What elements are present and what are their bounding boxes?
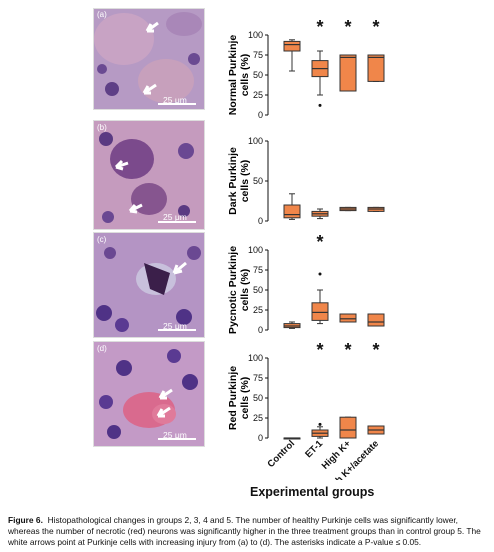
caption-label: Figure 6. (8, 515, 43, 525)
box (283, 40, 301, 52)
outlier-point (318, 422, 322, 426)
y-axis-label-line: cells (%) (239, 269, 251, 312)
significance-asterisk: * (344, 340, 351, 360)
scale-label-c: 25 μm (163, 321, 187, 331)
y-tick-label: 75 (253, 50, 263, 60)
y-tick-label: 100 (248, 136, 263, 146)
y-tick-label: 0 (258, 216, 263, 226)
y-tick-label: 50 (253, 393, 263, 403)
caption-text: Histopathological changes in groups 2, 3… (8, 515, 481, 547)
box (283, 204, 301, 219)
y-tick-label: 100 (248, 30, 263, 40)
micrograph-d (93, 341, 205, 447)
x-category-label: ET-1 (303, 438, 325, 460)
y-tick-label: 75 (253, 265, 263, 275)
y-axis-label-line: Pycnotic Purkinje (227, 246, 239, 334)
box (339, 54, 357, 92)
panel-letter-b: (b) (97, 123, 107, 132)
box (367, 54, 385, 82)
y-tick-label: 75 (253, 373, 263, 383)
y-axis-label-line: cells (%) (239, 377, 251, 420)
box (311, 302, 329, 321)
panel-letter-a: (a) (97, 10, 107, 19)
y-tick-label: 50 (253, 70, 263, 80)
y-axis-label: Dark Purkinje cells (%) (227, 147, 251, 215)
panel-letter-c: (c) (97, 235, 107, 244)
y-tick-label: 0 (258, 110, 263, 120)
box (367, 313, 385, 327)
x-axis-title: Experimental groups (250, 485, 375, 499)
significance-asterisk: * (372, 17, 379, 37)
y-axis-label-line: Dark Purkinje (227, 147, 239, 215)
y-axis-label-line: Normal Purkinje (227, 35, 239, 116)
y-axis-label-line: cells (%) (239, 160, 251, 203)
significance-asterisk: * (372, 340, 379, 360)
y-tick-label: 50 (253, 285, 263, 295)
panel-letter-d: (d) (97, 344, 107, 353)
outlier-point (318, 103, 322, 107)
box (339, 416, 357, 439)
scale-label-b: 25 μm (163, 212, 187, 222)
y-axis-label: Pycnotic Purkinje cells (%) (227, 246, 251, 334)
significance-asterisk: * (316, 232, 323, 252)
y-tick-label: 50 (253, 176, 263, 186)
micrograph-a (93, 8, 205, 110)
y-tick-label: 100 (248, 245, 263, 255)
y-tick-label: 0 (258, 433, 263, 443)
significance-asterisk: * (316, 17, 323, 37)
y-tick-label: 25 (253, 413, 263, 423)
y-axis-label: Red Purkinje cells (%) (227, 366, 251, 430)
figure-caption: Figure 6. Histopathological changes in g… (8, 515, 490, 548)
y-axis-label: Normal Purkinje cells (%) (227, 35, 251, 116)
micrograph-c (93, 232, 205, 338)
y-tick-label: 100 (248, 353, 263, 363)
significance-asterisk: * (344, 17, 351, 37)
y-tick-label: 0 (258, 325, 263, 335)
y-axis-label-line: cells (%) (239, 54, 251, 97)
y-tick-label: 25 (253, 305, 263, 315)
outlier-point (318, 272, 322, 276)
micrograph-b (93, 120, 205, 230)
box (339, 313, 357, 323)
y-axis-label-line: Red Purkinje (227, 366, 239, 430)
scale-label-a: 25 μm (163, 95, 187, 105)
x-category-label: Control (265, 438, 297, 470)
scale-label-d: 25 μm (163, 430, 187, 440)
significance-asterisk: * (316, 340, 323, 360)
y-tick-label: 25 (253, 90, 263, 100)
